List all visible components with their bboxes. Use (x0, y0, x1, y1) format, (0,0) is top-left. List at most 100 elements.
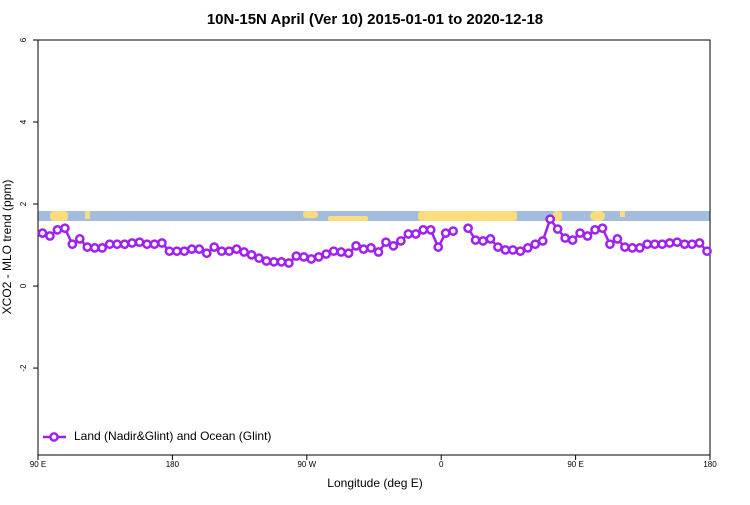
map-strip (38, 211, 710, 221)
data-point (470, 235, 481, 245)
data-point (545, 214, 556, 225)
data-point (366, 243, 376, 253)
data-point (634, 243, 645, 253)
data-point (67, 239, 78, 250)
data-point (209, 242, 220, 252)
x-tick-label: 0 (439, 460, 444, 469)
x-tick-label: 180 (703, 460, 717, 469)
data-point (582, 231, 593, 241)
data-point (440, 228, 451, 238)
data-point (269, 257, 279, 267)
data-point (336, 247, 346, 257)
data-point (358, 244, 369, 254)
data-point (291, 251, 302, 261)
data-point (478, 236, 488, 246)
data-point (418, 225, 429, 235)
data-point (493, 242, 503, 252)
data-point (612, 234, 623, 244)
data-point (298, 252, 309, 262)
data-point (149, 239, 160, 250)
data-point (37, 228, 48, 238)
data-point (597, 223, 608, 234)
data-point (239, 247, 249, 257)
data-point (381, 237, 391, 248)
data-point (231, 244, 242, 254)
x-tick-label: 90 W (297, 460, 316, 469)
data-point (127, 238, 137, 248)
y-axis-label: XCO2 - MLO trend (ppm) (0, 180, 14, 315)
data-point (605, 239, 615, 250)
data-point (246, 250, 257, 260)
y-tick-label: 2 (19, 201, 28, 206)
data-point (694, 238, 705, 248)
data-point (679, 239, 690, 250)
data-point (590, 225, 600, 235)
data-point (82, 242, 93, 252)
data-point (567, 235, 578, 245)
data-point (45, 231, 55, 241)
x-tick-label: 180 (166, 460, 180, 469)
data-point (97, 243, 108, 253)
data-point (89, 243, 100, 253)
data-point (687, 239, 697, 250)
legend-marker (49, 432, 59, 442)
data-point (321, 249, 332, 259)
x-axis-label: Longitude (deg E) (327, 476, 422, 490)
data-point (672, 237, 682, 248)
data-point (186, 244, 197, 254)
data-point (52, 225, 63, 235)
data-point (157, 238, 167, 248)
data-point (134, 237, 145, 248)
data-point (254, 253, 264, 264)
data-point (575, 228, 585, 238)
data-point (515, 246, 526, 257)
data-point (410, 229, 421, 239)
y-tick-label: -2 (19, 364, 28, 372)
data-point (142, 239, 152, 250)
data-point (306, 254, 317, 264)
data-point (537, 236, 548, 246)
x-tick-label: 90 E (567, 460, 583, 469)
data-point (179, 246, 190, 257)
data-point (485, 234, 496, 244)
data-point (224, 246, 234, 257)
data-point (702, 246, 712, 257)
data-point (433, 242, 444, 252)
data-point (164, 246, 175, 257)
data-point (620, 242, 630, 252)
data-point (201, 248, 212, 259)
y-tick-label: 4 (19, 119, 28, 124)
data-point (313, 252, 324, 262)
y-tick-label: 0 (19, 283, 28, 288)
data-point (627, 243, 638, 253)
data-point (194, 244, 205, 254)
data-point (284, 258, 294, 268)
data-point (351, 241, 361, 251)
data-point (396, 236, 406, 246)
legend-label: Land (Nadir&Glint) and Ocean (Glint) (74, 429, 271, 443)
data-point (403, 229, 414, 239)
data-point (112, 239, 122, 250)
data-point (60, 223, 70, 234)
data-point (74, 234, 85, 244)
data-point (463, 223, 473, 234)
y-tick-label: 6 (19, 37, 28, 42)
data-point (172, 246, 182, 257)
data-point (552, 224, 563, 234)
data-point (448, 226, 458, 236)
data-point (649, 239, 660, 250)
chart-title: 10N-15N April (Ver 10) 2015-01-01 to 202… (207, 11, 543, 28)
data-point (500, 245, 511, 255)
data-point (425, 225, 436, 235)
data-point (119, 239, 130, 250)
data-point (642, 239, 653, 250)
data-point (343, 248, 354, 259)
data-point (530, 239, 541, 250)
data-point (261, 256, 272, 266)
data-point (328, 246, 339, 257)
data-point (373, 247, 384, 257)
data-point (522, 243, 533, 253)
data-point (104, 239, 115, 250)
x-tick-label: 90 E (30, 460, 46, 469)
